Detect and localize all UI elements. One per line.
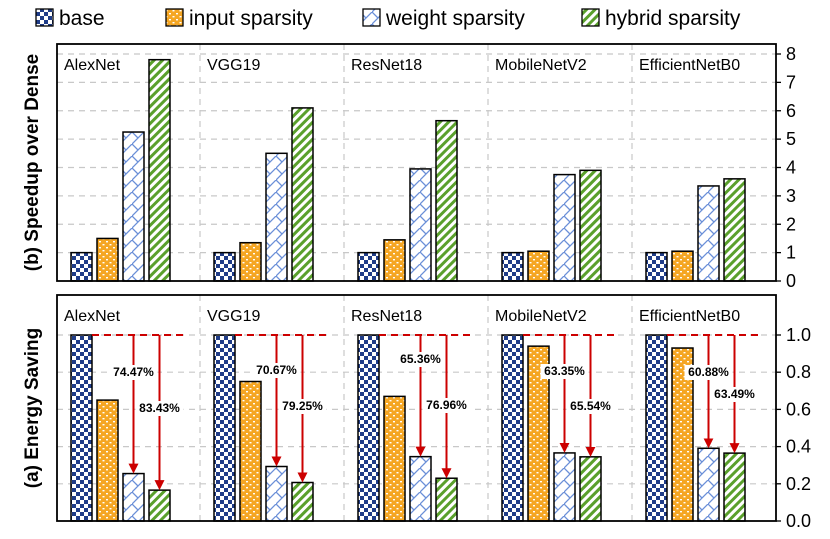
ytick-label-speedup-5: 5 (786, 129, 796, 149)
saving-label-bg-weight-1 (252, 363, 301, 378)
bar-energy-base-AlexNet (70, 334, 93, 522)
legend-swatch-base (35, 8, 54, 27)
saving-label-bg-hybrid-3 (566, 399, 615, 414)
saving-label-bg-weight-2 (396, 352, 445, 367)
saving-label-bg-hybrid-0 (135, 401, 184, 416)
ylabel-energy: (a) Energy Saving (22, 328, 43, 489)
bar-energy-input-VGG19 (239, 380, 262, 522)
model-label-speedup-2: ResNet18 (351, 57, 422, 74)
ytick-label-energy-4: 0.8 (786, 362, 811, 382)
ytick-label-energy-3: 0.6 (786, 399, 811, 419)
bar-speedup-hybrid-ResNet18 (435, 119, 458, 282)
legend-label-input: input sparsity (189, 7, 313, 30)
bar-speedup-base-AlexNet (70, 251, 93, 282)
model-label-energy-2: ResNet18 (351, 308, 422, 325)
bar-energy-hybrid-EfficientNetB0 (723, 452, 746, 522)
bar-speedup-input-MobileNetV2 (527, 250, 550, 282)
legend-label-hybrid: hybrid sparsity (605, 7, 741, 30)
bar-energy-hybrid-MobileNetV2 (579, 456, 602, 522)
saving-label-weight-3: 63.35% (544, 364, 585, 378)
saving-label-hybrid-0: 83.43% (139, 401, 180, 415)
saving-label-weight-1: 70.67% (256, 363, 297, 377)
bar-speedup-weight-EfficientNetB0 (697, 185, 720, 282)
bar-speedup-base-ResNet18 (357, 251, 380, 282)
saving-label-hybrid-4: 63.49% (714, 387, 755, 401)
model-label-energy-0: AlexNet (64, 308, 121, 325)
saving-label-hybrid-1: 79.25% (282, 399, 323, 413)
bar-speedup-weight-MobileNetV2 (553, 173, 576, 282)
model-label-energy-4: EfficientNetB0 (639, 308, 740, 325)
model-label-speedup-4: EfficientNetB0 (639, 57, 740, 74)
legend-swatch-input (165, 8, 184, 27)
bar-energy-base-EfficientNetB0 (645, 334, 668, 522)
legend-swatch-weight (362, 8, 381, 27)
bar-energy-weight-MobileNetV2 (553, 452, 576, 522)
bar-speedup-weight-VGG19 (265, 152, 288, 282)
saving-label-bg-weight-0 (109, 365, 158, 380)
bar-speedup-input-ResNet18 (383, 239, 406, 282)
ytick-label-speedup-3: 3 (786, 186, 796, 206)
plot-frame-energy (56, 294, 777, 522)
saving-label-bg-weight-4 (684, 365, 733, 380)
saving-label-hybrid-2: 76.96% (426, 398, 467, 412)
ytick-label-speedup-0: 0 (786, 271, 796, 291)
legend: base input sparsity weight sparsity hybrid … (35, 7, 741, 30)
ytick-label-speedup-8: 8 (786, 44, 796, 64)
saving-label-hybrid-3: 65.54% (570, 399, 611, 413)
saving-label-weight-4: 60.88% (688, 365, 729, 379)
bar-speedup-hybrid-AlexNet (148, 58, 171, 282)
bar-speedup-weight-ResNet18 (409, 168, 432, 282)
bar-speedup-hybrid-MobileNetV2 (579, 169, 602, 282)
saving-label-weight-0: 74.47% (113, 365, 154, 379)
ytick-label-energy-5: 1.0 (786, 325, 811, 345)
ytick-label-energy-0: 0.0 (786, 511, 811, 531)
model-label-speedup-0: AlexNet (64, 57, 121, 74)
bar-energy-hybrid-AlexNet (148, 489, 171, 522)
bar-energy-weight-EfficientNetB0 (697, 447, 720, 522)
bar-speedup-hybrid-VGG19 (291, 107, 314, 282)
bar-speedup-base-VGG19 (213, 251, 236, 282)
bar-speedup-input-EfficientNetB0 (671, 250, 694, 282)
saving-label-bg-hybrid-1 (278, 399, 327, 414)
bar-energy-hybrid-ResNet18 (435, 477, 458, 522)
bar-energy-weight-VGG19 (265, 465, 288, 522)
model-label-speedup-3: MobileNetV2 (495, 57, 587, 74)
ytick-label-speedup-4: 4 (786, 158, 796, 178)
legend-label-base: base (59, 7, 105, 30)
saving-label-bg-hybrid-4 (710, 387, 759, 402)
legend-label-weight: weight sparsity (385, 7, 525, 30)
ytick-label-speedup-2: 2 (786, 214, 796, 234)
bar-energy-weight-ResNet18 (409, 455, 432, 522)
bar-speedup-base-MobileNetV2 (501, 251, 524, 282)
model-label-speedup-1: VGG19 (207, 57, 260, 74)
speedup-chart: AlexNet VGG19 ResNet18 MobileNetV2 Efficient… (22, 43, 796, 291)
ytick-label-energy-2: 0.4 (786, 437, 811, 457)
bar-speedup-hybrid-EfficientNetB0 (723, 178, 746, 282)
saving-label-weight-2: 65.36% (400, 352, 441, 366)
legend-swatch-hybrid (581, 8, 600, 27)
bar-speedup-base-EfficientNetB0 (645, 251, 668, 282)
bar-energy-hybrid-VGG19 (291, 481, 314, 522)
ytick-label-speedup-6: 6 (786, 101, 796, 121)
bar-energy-base-MobileNetV2 (501, 334, 524, 522)
bar-speedup-input-AlexNet (96, 237, 119, 282)
bar-speedup-weight-AlexNet (122, 131, 145, 282)
model-label-energy-3: MobileNetV2 (495, 308, 587, 325)
bar-speedup-input-VGG19 (239, 241, 262, 282)
saving-label-bg-weight-3 (540, 364, 589, 379)
energy-saving-chart: AlexNet VGG19 ResNet18 MobileNetV2 Efficient… (22, 294, 811, 531)
ytick-label-speedup-7: 7 (786, 72, 796, 92)
plot-frame-speedup (56, 43, 777, 282)
bar-energy-input-AlexNet (96, 399, 119, 522)
ytick-label-speedup-1: 1 (786, 243, 796, 263)
bar-energy-input-ResNet18 (383, 395, 406, 522)
model-label-energy-1: VGG19 (207, 308, 260, 325)
saving-label-bg-hybrid-2 (422, 398, 471, 413)
bar-energy-weight-AlexNet (122, 472, 145, 522)
ytick-label-energy-1: 0.2 (786, 474, 811, 494)
bar-energy-base-VGG19 (213, 334, 236, 522)
ylabel-speedup: (b) Speedup over Dense (22, 54, 43, 272)
bar-energy-base-ResNet18 (357, 334, 380, 522)
